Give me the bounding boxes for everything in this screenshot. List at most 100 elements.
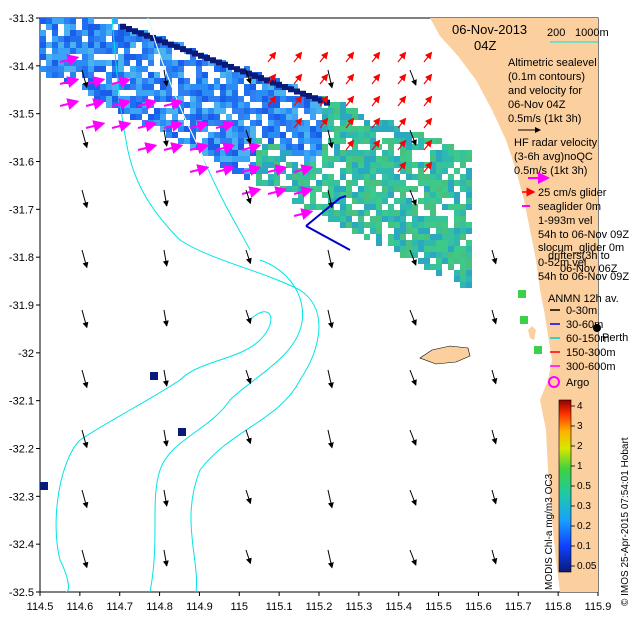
chl-pixel xyxy=(274,126,280,132)
chl-pixel xyxy=(238,78,244,84)
chl-pixel xyxy=(286,108,292,114)
chl-pixel xyxy=(268,162,274,168)
chl-pixel xyxy=(106,48,112,54)
y-tick-label: -31.8 xyxy=(9,252,34,264)
hf-arrow xyxy=(293,208,314,220)
chl-pixel xyxy=(154,90,160,96)
chl-pixel xyxy=(316,102,322,108)
chl-pixel xyxy=(418,216,424,222)
chl-pixel xyxy=(154,72,160,78)
chl-pixel xyxy=(346,204,352,210)
chl-pixel xyxy=(394,198,400,204)
chl-pixel xyxy=(394,162,400,168)
chl-pixel xyxy=(364,162,370,168)
chl-pixel xyxy=(400,150,406,156)
chl-pixel xyxy=(244,66,250,72)
chl-pixel xyxy=(274,114,280,120)
chl-pixel xyxy=(298,198,304,204)
chl-pixel xyxy=(178,84,184,90)
chl-pixel xyxy=(334,114,340,120)
chl-pixel xyxy=(262,96,268,102)
chl-pixel xyxy=(238,168,244,174)
altimetric-arrow xyxy=(409,309,417,326)
glider-line-4: 54h to 06-Nov 09Z xyxy=(538,229,629,241)
chl-pixel xyxy=(106,102,112,108)
chl-pixel xyxy=(112,90,118,96)
chl-pixel xyxy=(430,168,436,174)
chl-pixel xyxy=(136,78,142,84)
chl-pixel xyxy=(280,90,286,96)
chl-pixel xyxy=(106,30,112,36)
chl-pixel xyxy=(232,72,238,78)
chl-pixel xyxy=(400,204,406,210)
chl-pixel xyxy=(454,156,460,162)
chl-pixel xyxy=(442,144,448,150)
chl-pixel xyxy=(310,108,316,114)
altimetric-arrow xyxy=(245,489,252,505)
chl-pixel xyxy=(70,48,76,54)
chl-pixel xyxy=(400,186,406,192)
chl-pixel xyxy=(226,162,232,168)
chl-pixel xyxy=(328,126,334,132)
chl-pixel xyxy=(382,192,388,198)
chl-pixel xyxy=(322,174,328,180)
velocity-arrow xyxy=(267,95,277,107)
chl-pixel xyxy=(424,258,430,264)
chl-pixel xyxy=(214,132,220,138)
chl-pixel xyxy=(430,186,436,192)
chl-pixel xyxy=(328,180,334,186)
altimetric-arrow xyxy=(327,429,334,449)
chl-pixel xyxy=(124,60,130,66)
y-tick-label: -31.3 xyxy=(9,13,34,25)
velocity-arrow xyxy=(293,95,303,107)
chl-pixel xyxy=(370,222,376,228)
chl-pixel xyxy=(262,162,268,168)
chl-pixel xyxy=(166,72,172,78)
chl-pixel xyxy=(124,48,130,54)
chl-pixel xyxy=(250,96,256,102)
chl-pixel xyxy=(454,276,460,282)
chl-pixel xyxy=(94,36,100,42)
chl-pixel xyxy=(250,84,256,90)
chl-pixel xyxy=(190,114,196,120)
altimetric-arrow xyxy=(491,489,498,505)
chl-pixel xyxy=(382,120,388,126)
chl-pixel xyxy=(166,126,172,132)
chl-pixel xyxy=(226,156,232,162)
isobath-line xyxy=(149,259,304,592)
chl-pixel xyxy=(106,42,112,48)
chl-pixel xyxy=(412,174,418,180)
chl-pixel xyxy=(286,186,292,192)
chl-pixel xyxy=(460,222,466,228)
chl-pixel xyxy=(82,60,88,66)
chl-pixel xyxy=(534,346,542,354)
chl-pixel xyxy=(358,216,364,222)
altimetric-arrow xyxy=(162,549,169,567)
chl-pixel xyxy=(298,144,304,150)
chl-pixel xyxy=(352,144,358,150)
chl-pixel xyxy=(256,180,262,186)
x-tick-label: 115.5 xyxy=(425,601,452,613)
chl-pixel xyxy=(442,234,448,240)
chl-pixel xyxy=(162,39,168,46)
altimetric-arrow xyxy=(162,429,169,447)
chl-pixel xyxy=(184,126,190,132)
chl-pixel xyxy=(112,96,118,102)
chl-pixel xyxy=(436,246,442,252)
chl-pixel xyxy=(370,204,376,210)
chl-pixel xyxy=(466,282,472,288)
anmn-label: 0-30m xyxy=(566,305,597,317)
chl-pixel xyxy=(178,60,184,66)
x-tick-label: 114.5 xyxy=(27,601,54,613)
chl-pixel xyxy=(346,150,352,156)
chl-pixel xyxy=(460,156,466,162)
chl-pixel xyxy=(424,204,430,210)
chl-pixel xyxy=(124,84,130,90)
chl-pixel xyxy=(220,72,226,78)
chl-pixel xyxy=(334,210,340,216)
chl-pixel xyxy=(178,90,184,96)
chl-pixel xyxy=(100,48,106,54)
chl-pixel xyxy=(232,168,238,174)
chl-pixel xyxy=(406,144,412,150)
chl-pixel xyxy=(460,246,466,252)
